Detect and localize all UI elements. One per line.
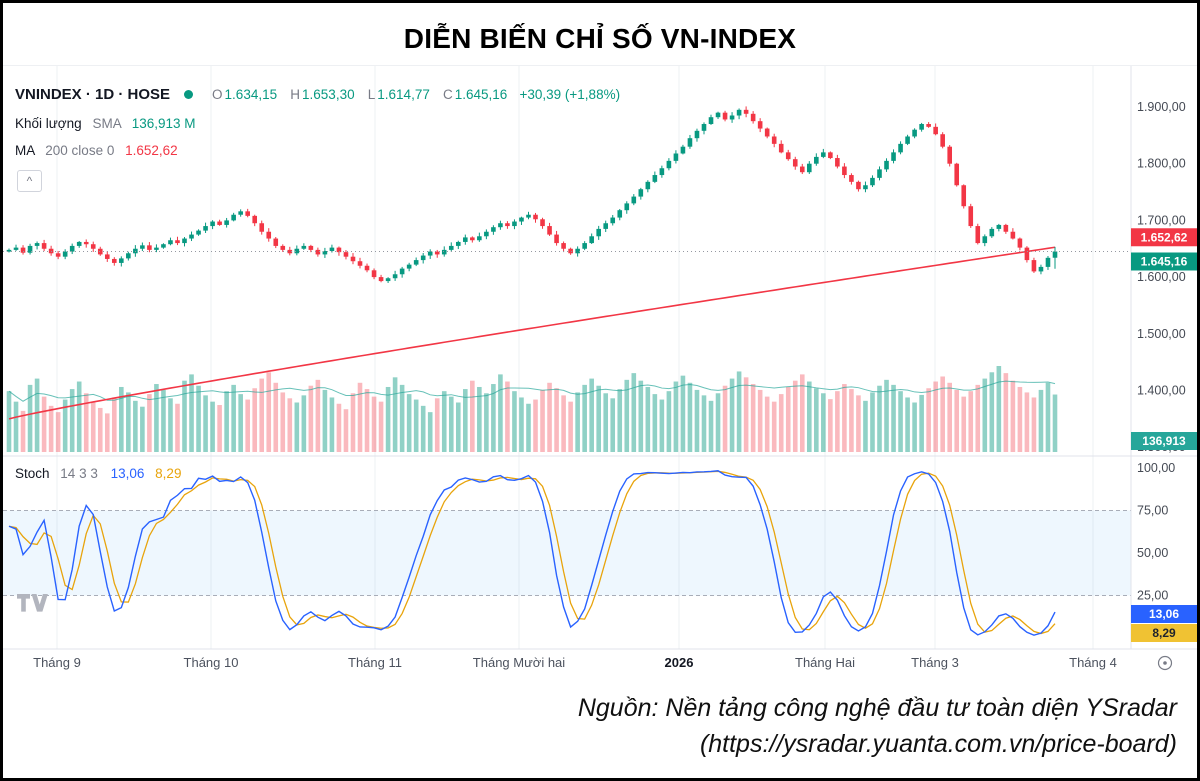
- volume-series: [6, 366, 1058, 452]
- svg-text:1.652,62: 1.652,62: [1141, 230, 1188, 244]
- symbol-legend[interactable]: VNINDEX · 1D · HOSE O 1.634,15 H 1.653,30 …: [15, 86, 620, 103]
- stoch-k-tag: 13,06: [1131, 605, 1197, 623]
- source-line-2: (https://ysradar.yuanta.com.vn/price-boa…: [699, 730, 1177, 758]
- stoch-k-line: [8, 470, 1056, 636]
- crosshair-target-icon[interactable]: [1157, 655, 1173, 671]
- close-value: 1.645,16: [454, 87, 508, 102]
- volume-sma-label: SMA: [92, 116, 121, 131]
- stoch-d-value: 8,29: [155, 466, 182, 481]
- stoch-legend[interactable]: Stoch 14 3 3 13,06 8,29: [15, 466, 181, 481]
- low-label: L: [367, 87, 376, 102]
- stoch-tick: 25,00: [1137, 589, 1168, 603]
- ma-price-tag: 1.652,62: [1131, 228, 1197, 247]
- time-label: Tháng 11: [348, 655, 402, 670]
- volume-label: Khối lượng: [15, 116, 82, 131]
- price-axis[interactable]: 1.900,00 1.800,00 1.700,00 1.600,00 1.500,00…: [1137, 100, 1186, 603]
- title-bar: DIỄN BIẾN CHỈ SỐ VN-INDEX: [3, 3, 1197, 65]
- ma200-line: [8, 246, 1056, 420]
- volume-sma-line: [8, 380, 1056, 402]
- stoch-tick: 50,00: [1137, 546, 1168, 560]
- time-label: Tháng Mười hai: [473, 655, 565, 670]
- svg-text:136,913: 136,913: [1142, 434, 1186, 448]
- open-value: 1.634,15: [224, 87, 278, 102]
- change-value: +30,39 (+1,88%): [519, 87, 621, 102]
- price-tick: 1.700,00: [1137, 213, 1186, 227]
- price-tick: 1.900,00: [1137, 100, 1186, 114]
- svg-text:13,06: 13,06: [1149, 607, 1179, 621]
- chevron-up-icon[interactable]: ^: [17, 170, 42, 192]
- price-tick: 1.500,00: [1137, 327, 1186, 341]
- svg-text:1.645,16: 1.645,16: [1141, 254, 1188, 268]
- last-price-tag: 1.645,16: [1131, 252, 1197, 271]
- volume-value: 136,913 M: [131, 116, 196, 131]
- time-label: Tháng 4: [1069, 655, 1117, 670]
- market-status-dot: [184, 90, 194, 99]
- time-label: Tháng 3: [911, 655, 959, 670]
- price-tick: 1.400,00: [1137, 384, 1186, 398]
- price-tick: 1.800,00: [1137, 157, 1186, 171]
- time-label: Tháng Hai: [795, 655, 855, 670]
- open-label: O: [212, 87, 223, 102]
- high-value: 1.653,30: [302, 87, 355, 102]
- gridlines: [56, 66, 1094, 649]
- ma-value: 1.652,62: [125, 143, 178, 158]
- candlestick-series: [6, 106, 1058, 283]
- stoch-params: 14 3 3: [60, 466, 98, 481]
- stoch-label: Stoch: [15, 466, 50, 481]
- chart-canvas[interactable]: 1.900,00 1.800,00 1.700,00 1.600,00 1.500,00…: [3, 66, 1197, 679]
- low-value: 1.614,77: [377, 87, 430, 102]
- page-title: DIỄN BIẾN CHỈ SỐ VN-INDEX: [403, 23, 797, 54]
- volume-tag: 136,913: [1131, 432, 1197, 450]
- source-line-1: Nguồn: Nền tảng công nghệ đầu tư toàn di…: [577, 694, 1177, 722]
- source-caption: Nguồn: Nền tảng công nghệ đầu tư toàn di…: [3, 678, 1197, 775]
- stoch-tick: 75,00: [1137, 504, 1168, 518]
- ohlc-values: O 1.634,15 H 1.653,30 L 1.614,77 C 1.645,16 …: [203, 86, 620, 103]
- time-label: 2026: [665, 655, 694, 670]
- high-label: H: [290, 87, 301, 102]
- stoch-band: [3, 510, 1131, 596]
- stoch-k-value: 13,06: [110, 466, 145, 481]
- ma-legend[interactable]: MA 200 close 0 1.652,62: [15, 143, 178, 158]
- close-label: C: [443, 87, 453, 102]
- time-label: Tháng 10: [184, 655, 239, 670]
- time-axis[interactable]: Tháng 9 Tháng 10 Tháng 11 Tháng Mười hai 202…: [33, 655, 1117, 670]
- svg-text:8,29: 8,29: [1152, 626, 1176, 640]
- stoch-d-tag: 8,29: [1131, 624, 1197, 642]
- price-tick: 1.600,00: [1137, 270, 1186, 284]
- chart-area[interactable]: 1.900,00 1.800,00 1.700,00 1.600,00 1.500,00…: [3, 65, 1197, 678]
- time-label: Tháng 9: [33, 655, 81, 670]
- symbol-title[interactable]: VNINDEX · 1D · HOSE: [15, 86, 171, 103]
- stoch-tick: 100,00: [1137, 461, 1175, 475]
- volume-legend[interactable]: Khối lượng SMA 136,913 M: [15, 116, 196, 131]
- ma-label: MA: [15, 143, 35, 158]
- ma-params: 200 close 0: [45, 143, 115, 158]
